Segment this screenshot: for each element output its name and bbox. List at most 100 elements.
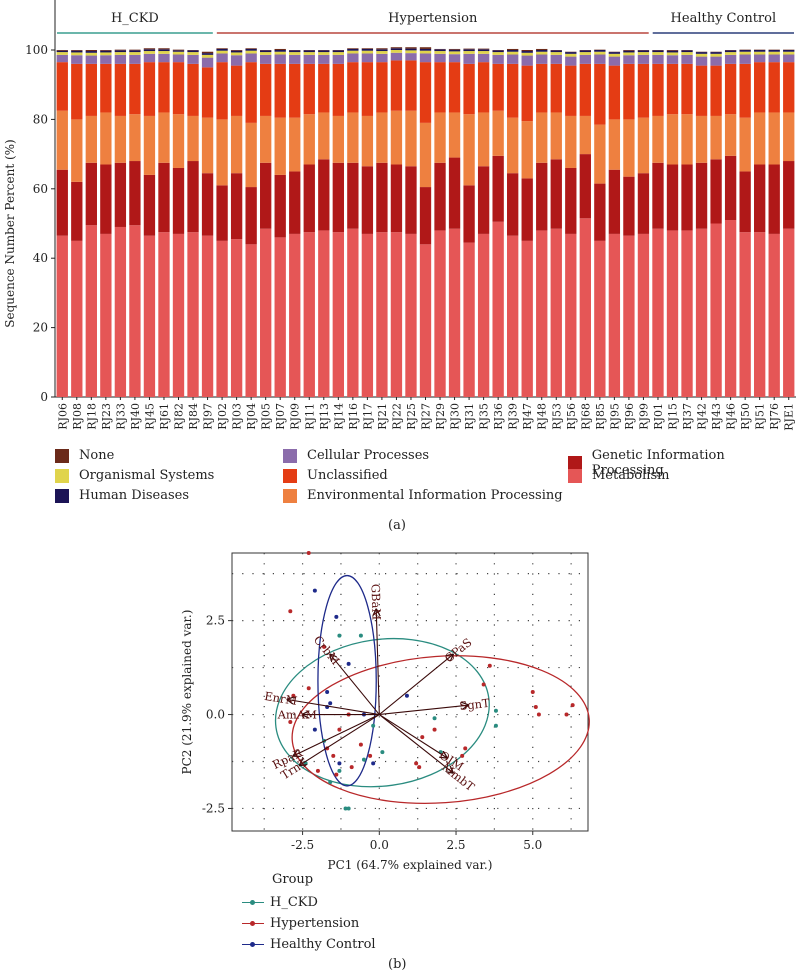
bar-segment [216, 185, 228, 241]
bar-segment [289, 117, 301, 172]
x-tick-label: RJ43 [710, 403, 723, 430]
bar-segment [71, 50, 83, 51]
bar-segment [666, 164, 679, 231]
loading-arrow [376, 609, 379, 715]
legend-item-healthy-control: Healthy Control [242, 934, 376, 955]
legend-label: Human Diseases [79, 488, 190, 503]
bar-segment [521, 52, 533, 56]
loading-arrow [379, 705, 468, 716]
bar-segment [579, 154, 591, 219]
bar-segment [652, 115, 664, 163]
bar-segment [100, 52, 112, 56]
bar-segment [390, 60, 403, 111]
bar-segment [260, 52, 272, 55]
bar-segment [695, 65, 708, 116]
bar-segment [318, 112, 330, 160]
y-tick-label: 60 [33, 182, 48, 196]
bar-segment [376, 53, 388, 63]
data-point [570, 703, 575, 708]
bar-segment [521, 51, 533, 53]
bar-segment [492, 52, 504, 55]
bar-segment [158, 53, 170, 63]
bar-segment [739, 232, 751, 397]
bar-segment [724, 155, 737, 221]
bar-segment [681, 54, 693, 64]
bar-segment [201, 67, 214, 118]
x-tick-label: RJ96 [623, 403, 636, 430]
bar-segment [666, 52, 679, 56]
bar-segment [361, 233, 374, 397]
x-tick-label: RJ99 [637, 403, 650, 430]
bar-segment [158, 162, 170, 233]
bar-segment [783, 228, 795, 397]
bar-segment [536, 51, 548, 55]
bar-segment [434, 230, 446, 397]
group-ellipse [274, 637, 490, 788]
bar-segment [448, 51, 461, 55]
bar-segment [260, 228, 272, 397]
x-tick-label: RJ85 [594, 403, 607, 430]
x-tick-label: RJ27 [420, 403, 433, 430]
bar-segment [376, 49, 388, 52]
bar-segment [216, 119, 228, 186]
legend-label: Organismal Systems [79, 468, 215, 483]
stacked-bar-chart: Sequence Number Percent (%) 0 20 40 60 80 100 R… [3, 0, 796, 431]
bar-segment [56, 62, 68, 111]
x-tick-label: RJ68 [579, 403, 592, 430]
x-tick-label: RJ33 [114, 403, 127, 430]
bar-segment [347, 112, 359, 163]
legend-item-cellular-processes: Cellular Processes [283, 448, 429, 463]
x-tick-label: RJ84 [187, 403, 200, 430]
legend-item-unclassified: Unclassified [283, 468, 388, 483]
bar-segment [768, 233, 780, 397]
legend-item-human-diseases: Human Diseases [55, 488, 189, 503]
bar-segment [739, 51, 751, 55]
bar-segment [56, 235, 68, 397]
bar-segment [56, 54, 68, 63]
bar-segment [623, 52, 635, 56]
legend-swatch [283, 448, 297, 463]
bar-segment [623, 176, 635, 236]
bar-segment [390, 50, 403, 53]
bar-segment [216, 50, 228, 54]
bar-segment [637, 52, 650, 55]
bar-segment [419, 53, 432, 63]
bar-segment [289, 54, 301, 64]
bar-segment [768, 50, 780, 52]
bar-segment [158, 48, 170, 50]
bar-segment [347, 62, 359, 113]
group-ellipse [291, 655, 590, 805]
x-tick-label: RJ22 [390, 403, 403, 430]
bar-segment [477, 166, 490, 234]
figure-caption-b: (b) [388, 957, 407, 972]
bar-segment [477, 49, 490, 52]
data-point [334, 772, 339, 777]
loading-label: SgnT [459, 696, 491, 713]
bar-segment [695, 228, 708, 397]
loading-label: CrbM [311, 633, 343, 668]
x-tick-label: RJ11 [303, 403, 316, 430]
bar-segment [71, 52, 83, 56]
bar-segment [129, 225, 141, 397]
bar-segment [594, 240, 606, 397]
legend-line [242, 920, 264, 926]
bar-segment [623, 235, 635, 397]
bar-segment [289, 52, 301, 55]
data-point [533, 705, 538, 710]
bar-segment [114, 162, 127, 227]
x-axis-title: PC1 (64.7% explained var.) [328, 858, 493, 872]
legend-item-environmental-information-processing: Environmental Information Processing [283, 488, 563, 503]
y-tick-label: 0.0 [206, 708, 225, 722]
bar-segment [448, 49, 461, 52]
x-tick-label: RJ15 [667, 403, 680, 430]
bar-segment [739, 117, 751, 172]
bar-segment [783, 50, 795, 52]
x-tick-label: RJ04 [245, 403, 258, 430]
bar-segment [230, 50, 243, 53]
bar-segment [739, 63, 751, 118]
bar-segment [463, 49, 475, 52]
bar-segment [623, 63, 635, 120]
bar-segment [318, 159, 330, 231]
x-tick-label: RJ42 [696, 403, 709, 430]
bar-segment [724, 50, 737, 53]
